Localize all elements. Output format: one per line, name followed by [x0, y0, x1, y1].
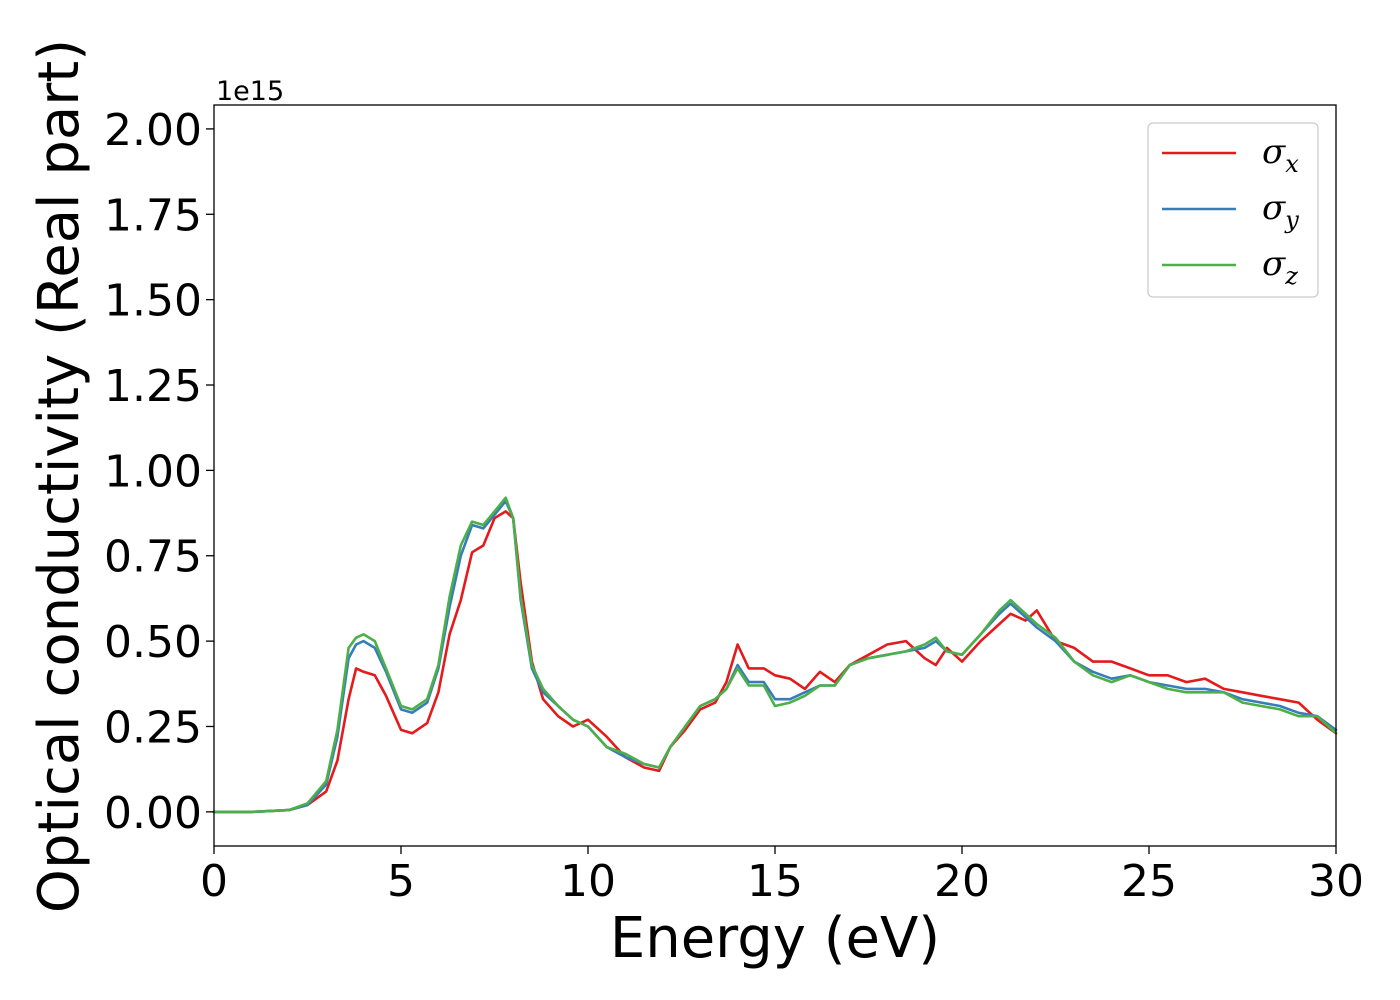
x-axis: 0 5 10 15 20 25 30: [200, 846, 1364, 907]
x-tick-label: 0: [200, 856, 228, 907]
legend-label-x: σx: [1262, 132, 1299, 178]
x-tick-label: 10: [560, 856, 616, 907]
y-axis: 0.00 0.25 0.50 0.75 1.00 1.25 1.50 1.75 2.00: [104, 105, 214, 839]
x-tick-label: 20: [934, 856, 990, 907]
y-tick-label: 0.25: [104, 702, 202, 753]
y-tick-label: 1.50: [104, 276, 202, 327]
legend: σx σy σz: [1147, 122, 1319, 298]
x-axis-label: Energy (eV): [610, 906, 940, 971]
series-line-z: [212, 496, 1338, 814]
y-tick-label: 2.00: [104, 105, 202, 156]
series-layer: [212, 496, 1338, 814]
y-tick-label: 1.00: [104, 446, 202, 497]
legend-items: σx σy σz: [1162, 132, 1299, 290]
series-line-x: [212, 510, 1338, 814]
legend-label-y: σy: [1262, 188, 1299, 234]
x-tick-label: 5: [387, 856, 415, 907]
y-tick-label: 1.25: [104, 361, 202, 412]
y-axis-label: Optical conductivity (Real part): [27, 39, 92, 913]
x-tick-label: 15: [747, 856, 803, 907]
y-tick-label: 1.75: [104, 190, 202, 241]
y-tick-label: 0.00: [104, 788, 202, 839]
x-tick-label: 30: [1308, 856, 1364, 907]
x-tick-label: 25: [1121, 856, 1177, 907]
y-tick-label: 0.75: [104, 532, 202, 583]
y-offset-label: 1e15: [216, 76, 284, 107]
y-tick-label: 0.50: [104, 617, 202, 668]
legend-label-z: σz: [1262, 244, 1298, 290]
